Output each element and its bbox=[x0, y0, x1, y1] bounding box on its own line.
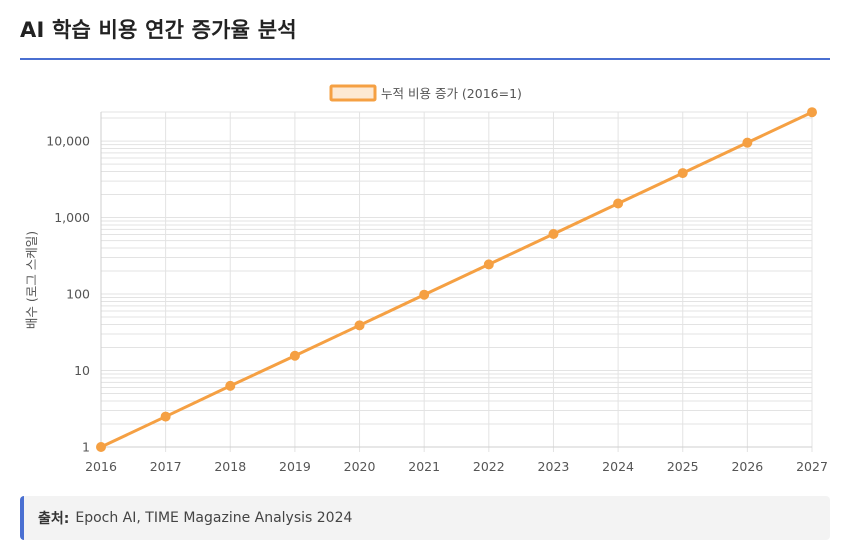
y-tick-label: 1 bbox=[82, 440, 90, 455]
data-point bbox=[613, 198, 624, 209]
legend-label: 누적 비용 증가 (2016=1) bbox=[381, 86, 522, 101]
axes: 1 10 100 1,000 10,000 2016 2017 2018 2019 2020 202… bbox=[46, 112, 828, 474]
x-tick-label: 2027 bbox=[796, 459, 828, 474]
x-tick-label: 2020 bbox=[344, 459, 376, 474]
title-divider bbox=[20, 58, 830, 60]
grid-lines bbox=[100, 111, 813, 452]
y-tick-label: 100 bbox=[66, 287, 90, 302]
y-tick-label: 10,000 bbox=[46, 134, 90, 149]
source-label: 출처: bbox=[38, 511, 70, 527]
x-tick-label: 2022 bbox=[473, 459, 505, 474]
x-tick-label: 2024 bbox=[602, 459, 634, 474]
y-tick-label: 1,000 bbox=[54, 210, 90, 225]
source-text: Epoch AI, TIME Magazine Analysis 2024 bbox=[75, 510, 353, 526]
data-point bbox=[807, 107, 817, 118]
x-tick-label: 2023 bbox=[538, 459, 570, 474]
y-axis-title: 배수 (로그 스케일) bbox=[24, 231, 39, 329]
page-title: AI 학습 비용 연간 증가율 분석 bbox=[20, 18, 297, 42]
data-point bbox=[742, 137, 753, 148]
data-point bbox=[225, 380, 236, 391]
data-point bbox=[483, 259, 494, 270]
x-tick-label: 2019 bbox=[279, 459, 311, 474]
x-tick-label: 2021 bbox=[408, 459, 440, 474]
data-point bbox=[160, 411, 171, 422]
y-tick-label: 10 bbox=[74, 363, 90, 378]
x-tick-label: 2016 bbox=[85, 459, 117, 474]
source-note: 출처: Epoch AI, TIME Magazine Analysis 202… bbox=[20, 496, 830, 540]
chart-legend[interactable]: 누적 비용 증가 (2016=1) bbox=[329, 84, 522, 102]
data-point bbox=[289, 350, 300, 361]
legend-swatch bbox=[329, 84, 377, 102]
data-point bbox=[354, 320, 365, 331]
x-tick-label: 2018 bbox=[214, 459, 246, 474]
data-point bbox=[419, 289, 430, 300]
x-tick-label: 2026 bbox=[731, 459, 763, 474]
x-tick-label: 2025 bbox=[667, 459, 699, 474]
data-point bbox=[96, 442, 106, 452]
data-point bbox=[548, 228, 559, 239]
x-tick-label: 2017 bbox=[150, 459, 182, 474]
data-point bbox=[677, 168, 688, 179]
cost-growth-chart: 누적 비용 증가 (2016=1) 1 10 100 1,000 10,000 2016 2… bbox=[24, 84, 828, 474]
series-line bbox=[99, 110, 814, 449]
series-layer bbox=[96, 107, 817, 452]
